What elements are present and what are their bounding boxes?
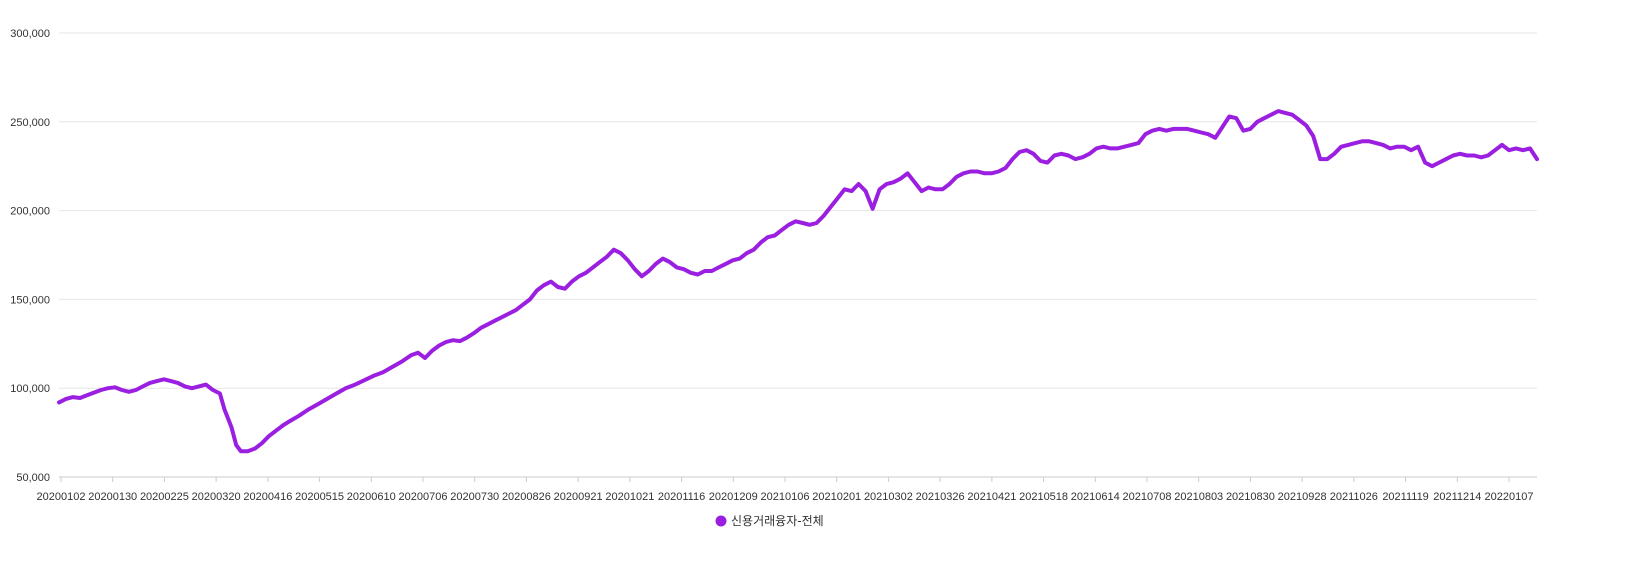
series-line-credit-loan-total[interactable] (57, 109, 1539, 454)
x-axis: 20200102 20200130 20200225 20200320 20200416… (37, 477, 1534, 503)
x-tick-label: 20210302 (864, 491, 913, 503)
x-tick-label: 20211119 (1382, 491, 1429, 503)
y-tick-label: 200,000 (10, 206, 50, 218)
x-tick-label: 20210518 (1019, 491, 1068, 503)
y-tick-label: 150,000 (10, 294, 50, 306)
legend-label: 신용거래융자-전체 (731, 514, 824, 528)
x-tick-label: 20200921 (554, 491, 603, 503)
grid-lines (59, 32, 1537, 478)
x-tick-label: 20210421 (967, 491, 1016, 503)
x-tick-label: 20210803 (1174, 491, 1223, 503)
x-tick-label: 20211214 (1433, 491, 1481, 503)
x-tick-label: 20210830 (1226, 491, 1275, 503)
y-tick-label: 50,000 (16, 472, 50, 484)
legend-swatch-icon (715, 515, 727, 527)
x-tick-label: 20200610 (347, 491, 396, 503)
x-tick-label: 20201021 (605, 491, 654, 503)
series-layer (57, 109, 1539, 454)
x-tick-label: 20200706 (399, 491, 448, 503)
x-tick-label: 20210201 (812, 491, 861, 503)
y-tick-label: 100,000 (10, 383, 50, 395)
x-tick-label: 20200225 (140, 491, 189, 503)
x-tick-label: 20210614 (1071, 491, 1120, 503)
y-axis: 300,000 250,000 200,000 150,000 100,000 50,00… (10, 28, 50, 484)
y-tick-label: 250,000 (10, 117, 50, 129)
x-tick-label: 20200730 (450, 491, 499, 503)
x-tick-label: 20201116 (658, 491, 705, 503)
y-tick-label: 300,000 (10, 28, 50, 40)
x-tick-label: 20201209 (709, 491, 758, 503)
x-tick-label: 20200515 (295, 491, 344, 503)
x-tick-label: 20210326 (916, 491, 965, 503)
x-tick-label: 20210928 (1278, 491, 1327, 503)
x-tick-label: 20220107 (1485, 491, 1534, 503)
x-tick-label: 20200826 (502, 491, 551, 503)
x-tick-label: 20210106 (761, 491, 810, 503)
legend[interactable]: 신용거래융자-전체 (715, 514, 824, 528)
x-tick-label: 20200320 (192, 491, 241, 503)
x-tick-label: 20200102 (37, 491, 86, 503)
x-tick-label: 20210708 (1123, 491, 1172, 503)
x-tick-label: 20211026 (1330, 491, 1378, 503)
x-tick-label: 20200416 (243, 491, 292, 503)
x-tick-label: 20200130 (88, 491, 137, 503)
